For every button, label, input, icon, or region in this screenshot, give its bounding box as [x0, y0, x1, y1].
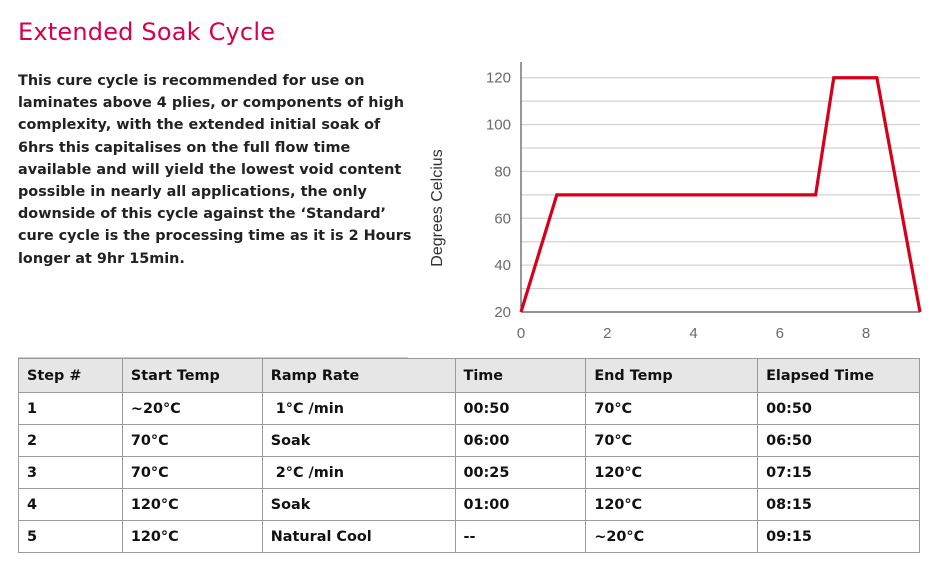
col-header-time: Time	[454, 358, 587, 393]
chart-series	[519, 76, 922, 313]
cure-steps-table: Step # Start Temp Ramp Rate Time End Tem…	[18, 358, 920, 553]
cell-ramp-rate: Soak	[261, 488, 456, 521]
cell-end-temp: 120°C	[585, 488, 759, 521]
x-tick-label: 4	[689, 325, 697, 342]
cell-start-temp: 70°C	[121, 424, 263, 457]
table-row: 4 120°C Soak 01:00 120°C 08:15	[18, 488, 920, 521]
cell-time: --	[454, 520, 587, 553]
y-tick-label: 100	[486, 117, 511, 134]
y-tick-label: 60	[494, 210, 511, 227]
cell-elapsed-time: 08:15	[757, 488, 920, 521]
cell-elapsed-time: 09:15	[757, 520, 920, 553]
table-row: 3 70°C 2°C /min 00:25 120°C 07:15	[18, 456, 920, 489]
cell-end-temp: 70°C	[585, 392, 759, 425]
x-tick-label: 0	[517, 325, 525, 342]
cell-ramp-rate: 1°C /min	[261, 392, 456, 425]
table-header-row: Step # Start Temp Ramp Rate Time End Tem…	[18, 358, 920, 393]
col-header-start-temp: Start Temp	[121, 358, 263, 393]
cell-time: 06:00	[454, 424, 587, 457]
col-header-elapsed-time: Elapsed Time	[757, 358, 920, 393]
table-top-rule	[18, 357, 408, 358]
y-tick-label: 20	[494, 304, 511, 321]
cell-start-temp: 120°C	[121, 520, 263, 553]
cure-cycle-chart-svg: 20 40 60 80 100 120 0 2 4 6 8 Degrees Celcius	[429, 62, 922, 342]
cell-time: 00:25	[454, 456, 587, 489]
col-header-ramp-rate: Ramp Rate	[261, 358, 456, 393]
cell-step: 5	[18, 520, 123, 553]
cell-end-temp: 70°C	[585, 424, 759, 457]
x-tick-label: 6	[776, 325, 784, 342]
chart-axes	[520, 62, 920, 313]
cell-elapsed-time: 00:50	[757, 392, 920, 425]
table-row: 5 120°C Natural Cool -- ~20°C 09:15	[18, 520, 920, 553]
col-header-end-temp: End Temp	[585, 358, 759, 393]
y-tick-label: 80	[494, 163, 511, 180]
page-title: Extended Soak Cycle	[18, 18, 276, 46]
cell-step: 4	[18, 488, 123, 521]
y-axis-label: Degrees Celcius	[429, 149, 446, 266]
cell-step: 3	[18, 456, 123, 489]
cell-time: 00:50	[454, 392, 587, 425]
cell-start-temp: ~20°C	[121, 392, 263, 425]
table-row: 2 70°C Soak 06:00 70°C 06:50	[18, 424, 920, 457]
chart-ticks: 20 40 60 80 100 120 0 2 4 6 8	[486, 70, 870, 342]
cell-ramp-rate: Natural Cool	[261, 520, 456, 553]
cell-step: 1	[18, 392, 123, 425]
cell-ramp-rate: 2°C /min	[261, 456, 456, 489]
col-header-step: Step #	[18, 358, 123, 393]
y-tick-label: 120	[486, 70, 511, 87]
x-tick-label: 8	[862, 325, 870, 342]
y-tick-label: 40	[494, 257, 511, 274]
cell-end-temp: ~20°C	[585, 520, 759, 553]
cell-end-temp: 120°C	[585, 456, 759, 489]
cell-start-temp: 120°C	[121, 488, 263, 521]
cycle-description: This cure cycle is recommended for use o…	[18, 73, 412, 267]
x-tick-label: 2	[603, 325, 611, 342]
cell-time: 01:00	[454, 488, 587, 521]
cell-start-temp: 70°C	[121, 456, 263, 489]
cell-ramp-rate: Soak	[261, 424, 456, 457]
cell-elapsed-time: 06:50	[757, 424, 920, 457]
cell-elapsed-time: 07:15	[757, 456, 920, 489]
cell-step: 2	[18, 424, 123, 457]
temperature-series-line	[519, 76, 922, 313]
table-row: 1 ~20°C 1°C /min 00:50 70°C 00:50	[18, 392, 920, 425]
cure-cycle-chart: 20 40 60 80 100 120 0 2 4 6 8 Degrees Celcius	[420, 58, 950, 348]
